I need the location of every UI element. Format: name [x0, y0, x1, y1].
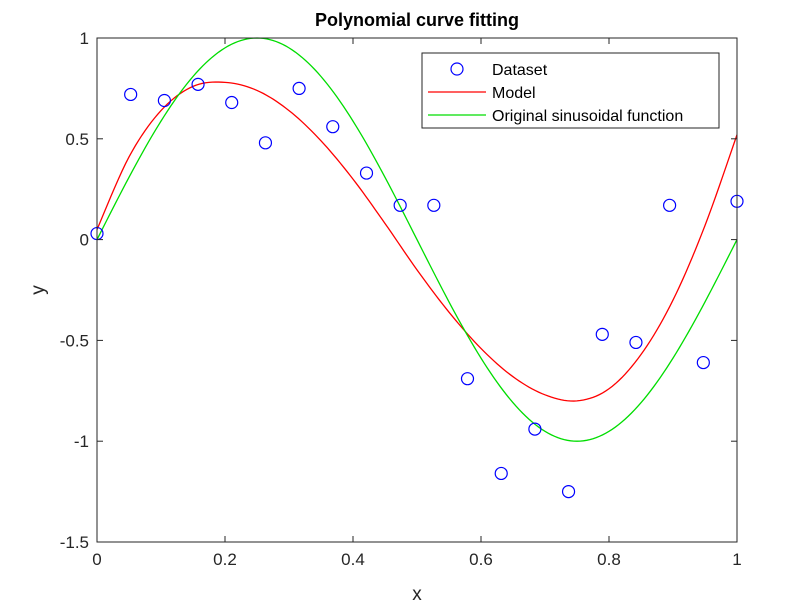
- chart-title: Polynomial curve fitting: [315, 10, 519, 30]
- legend-marker: [450, 62, 464, 76]
- y-tick-label: -1.5: [60, 533, 89, 552]
- x-tick-label: 0.4: [341, 550, 365, 569]
- data-point: [696, 355, 710, 370]
- data-point: [460, 372, 475, 386]
- data-point: [258, 136, 273, 150]
- data-point: [629, 335, 643, 350]
- data-point: [393, 198, 407, 212]
- y-axis-label: y: [28, 285, 49, 295]
- y-tick-label: -1: [74, 432, 89, 451]
- data-point: [225, 95, 239, 110]
- data-point: [124, 87, 138, 102]
- data-point: [427, 198, 441, 212]
- data-point: [494, 466, 508, 481]
- x-tick-label: 0.2: [213, 550, 237, 569]
- data-point: [292, 81, 306, 96]
- x-tick-label: 0.6: [469, 550, 493, 569]
- data-point: [157, 93, 171, 108]
- axes-box: [96, 37, 738, 543]
- y-tick-labels: -1.5 -1 -0.5 0 0.5 1: [60, 29, 89, 552]
- legend-entry: Dataset: [492, 62, 548, 79]
- series-layer: [90, 37, 744, 499]
- x-axis-label: x: [412, 584, 422, 605]
- y-tick-label: 1: [80, 29, 89, 48]
- series-line-original-sinusoidal-function: [96, 37, 738, 442]
- data-point: [191, 77, 205, 91]
- x-tick-label: 0: [92, 550, 101, 569]
- data-point: [359, 166, 374, 180]
- legend-entry: Model: [492, 85, 536, 102]
- data-point: [326, 120, 340, 134]
- y-tick-label: 0.5: [65, 130, 89, 149]
- x-tick-labels: 0 0.2 0.4 0.6 0.8 1: [92, 550, 741, 569]
- x-tick-label: 1: [732, 550, 741, 569]
- legend: Dataset Model Original sinusoidal function: [421, 52, 720, 129]
- legend-entry: Original sinusoidal function: [492, 108, 683, 125]
- data-point: [595, 327, 609, 341]
- data-point: [528, 422, 542, 436]
- data-point: [663, 198, 677, 212]
- y-tick-label: 0: [80, 231, 89, 250]
- data-point: [561, 485, 576, 499]
- axes: [96, 37, 738, 543]
- y-tick-label: -0.5: [60, 331, 89, 350]
- x-tick-label: 0.8: [597, 550, 621, 569]
